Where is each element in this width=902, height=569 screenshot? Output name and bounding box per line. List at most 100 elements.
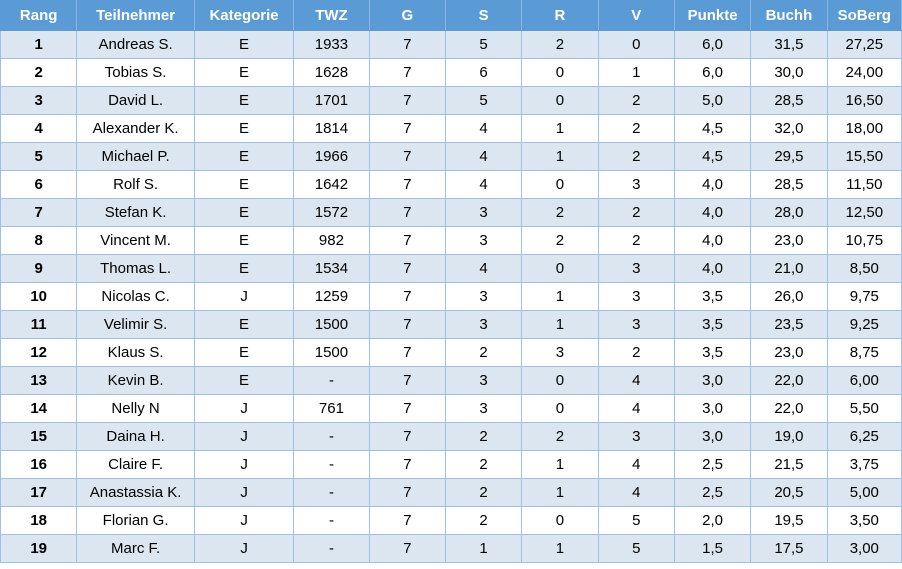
cell-points: 6,0 — [674, 58, 752, 87]
cell-rating: 1259 — [293, 282, 370, 311]
cell-category: E — [194, 30, 295, 59]
table-row: 14 Nelly N J 761 7 3 0 4 3,0 22,0 5,50 — [0, 394, 902, 423]
cell-draws: 0 — [521, 394, 599, 423]
cell-wins: 3 — [445, 366, 523, 395]
cell-sonneborn-berger: 16,50 — [827, 86, 902, 115]
cell-wins: 5 — [445, 86, 523, 115]
cell-category: E — [194, 142, 295, 171]
cell-buchholz: 23,0 — [750, 226, 828, 255]
cell-wins: 6 — [445, 58, 523, 87]
cell-points: 4,0 — [674, 226, 752, 255]
cell-losses: 3 — [598, 310, 675, 339]
cell-rating: 1572 — [293, 198, 370, 227]
cell-losses: 4 — [598, 478, 675, 507]
table-row: 9 Thomas L. E 1534 7 4 0 3 4,0 21,0 8,50 — [0, 254, 902, 283]
cell-participant: Marc F. — [76, 534, 195, 563]
cell-losses: 2 — [598, 86, 675, 115]
cell-wins: 4 — [445, 254, 523, 283]
cell-sonneborn-berger: 9,25 — [827, 310, 902, 339]
cell-wins: 3 — [445, 198, 523, 227]
cell-rating: - — [293, 478, 370, 507]
table-row: 11 Velimir S. E 1500 7 3 1 3 3,5 23,5 9,25 — [0, 310, 902, 339]
cell-rank: 11 — [0, 310, 78, 339]
cell-category: J — [194, 422, 295, 451]
cell-rating: 1534 — [293, 254, 370, 283]
cell-games: 7 — [369, 254, 446, 283]
cell-buchholz: 29,5 — [750, 142, 828, 171]
cell-wins: 3 — [445, 282, 523, 311]
cell-games: 7 — [369, 170, 446, 199]
cell-losses: 5 — [598, 506, 675, 535]
cell-buchholz: 26,0 — [750, 282, 828, 311]
cell-points: 5,0 — [674, 86, 752, 115]
cell-buchholz: 19,0 — [750, 422, 828, 451]
cell-draws: 1 — [521, 282, 599, 311]
cell-rank: 12 — [0, 338, 78, 367]
cell-sonneborn-berger: 15,50 — [827, 142, 902, 171]
cell-rating: 1701 — [293, 86, 370, 115]
cell-rank: 10 — [0, 282, 78, 311]
cell-sonneborn-berger: 12,50 — [827, 198, 902, 227]
cell-category: E — [194, 226, 295, 255]
cell-participant: Daina H. — [76, 422, 195, 451]
cell-sonneborn-berger: 18,00 — [827, 114, 902, 143]
cell-losses: 3 — [598, 282, 675, 311]
cell-draws: 2 — [521, 226, 599, 255]
cell-wins: 5 — [445, 30, 523, 59]
cell-buchholz: 17,5 — [750, 534, 828, 563]
cell-points: 4,5 — [674, 142, 752, 171]
cell-rank: 3 — [0, 86, 78, 115]
cell-participant: David L. — [76, 86, 195, 115]
cell-points: 4,0 — [674, 254, 752, 283]
cell-category: E — [194, 310, 295, 339]
cell-rating: 1642 — [293, 170, 370, 199]
cell-losses: 2 — [598, 226, 675, 255]
cell-games: 7 — [369, 86, 446, 115]
table-row: 2 Tobias S. E 1628 7 6 0 1 6,0 30,0 24,00 — [0, 58, 902, 87]
cell-sonneborn-berger: 3,75 — [827, 450, 902, 479]
cell-participant: Tobias S. — [76, 58, 195, 87]
cell-participant: Nelly N — [76, 394, 195, 423]
cell-sonneborn-berger: 8,50 — [827, 254, 902, 283]
cell-draws: 2 — [521, 422, 599, 451]
cell-wins: 4 — [445, 142, 523, 171]
cell-rating: - — [293, 450, 370, 479]
cell-buchholz: 19,5 — [750, 506, 828, 535]
table-row: 6 Rolf S. E 1642 7 4 0 3 4,0 28,5 11,50 — [0, 170, 902, 199]
cell-points: 1,5 — [674, 534, 752, 563]
cell-participant: Velimir S. — [76, 310, 195, 339]
cell-games: 7 — [369, 114, 446, 143]
cell-category: E — [194, 338, 295, 367]
cell-rating: - — [293, 506, 370, 535]
header-sonneborn-berger: SoBerg — [826, 0, 902, 31]
cell-buchholz: 20,5 — [750, 478, 828, 507]
table-row: 7 Stefan K. E 1572 7 3 2 2 4,0 28,0 12,50 — [0, 198, 902, 227]
cell-buchholz: 30,0 — [750, 58, 828, 87]
cell-points: 3,0 — [674, 366, 752, 395]
cell-draws: 3 — [521, 338, 599, 367]
table-row: 12 Klaus S. E 1500 7 2 3 2 3,5 23,0 8,75 — [0, 338, 902, 367]
cell-points: 3,0 — [674, 394, 752, 423]
cell-category: E — [194, 114, 295, 143]
cell-draws: 0 — [521, 86, 599, 115]
cell-games: 7 — [369, 30, 446, 59]
cell-games: 7 — [369, 394, 446, 423]
cell-sonneborn-berger: 3,00 — [827, 534, 902, 563]
cell-points: 3,5 — [674, 338, 752, 367]
cell-rating: 1628 — [293, 58, 370, 87]
header-draws: R — [521, 0, 599, 31]
cell-games: 7 — [369, 142, 446, 171]
cell-losses: 4 — [598, 366, 675, 395]
cell-rating: 1814 — [293, 114, 370, 143]
table-row: 16 Claire F. J -7 2 1 4 2,5 21,5 3,75 — [0, 450, 902, 479]
cell-points: 6,0 — [674, 30, 752, 59]
cell-draws: 0 — [521, 58, 599, 87]
cell-draws: 1 — [521, 478, 599, 507]
header-losses: V — [597, 0, 675, 31]
cell-rating: 761 — [293, 394, 370, 423]
cell-points: 4,0 — [674, 198, 752, 227]
cell-points: 4,0 — [674, 170, 752, 199]
cell-draws: 1 — [521, 142, 599, 171]
cell-rank: 14 — [0, 394, 78, 423]
cell-draws: 1 — [521, 534, 599, 563]
